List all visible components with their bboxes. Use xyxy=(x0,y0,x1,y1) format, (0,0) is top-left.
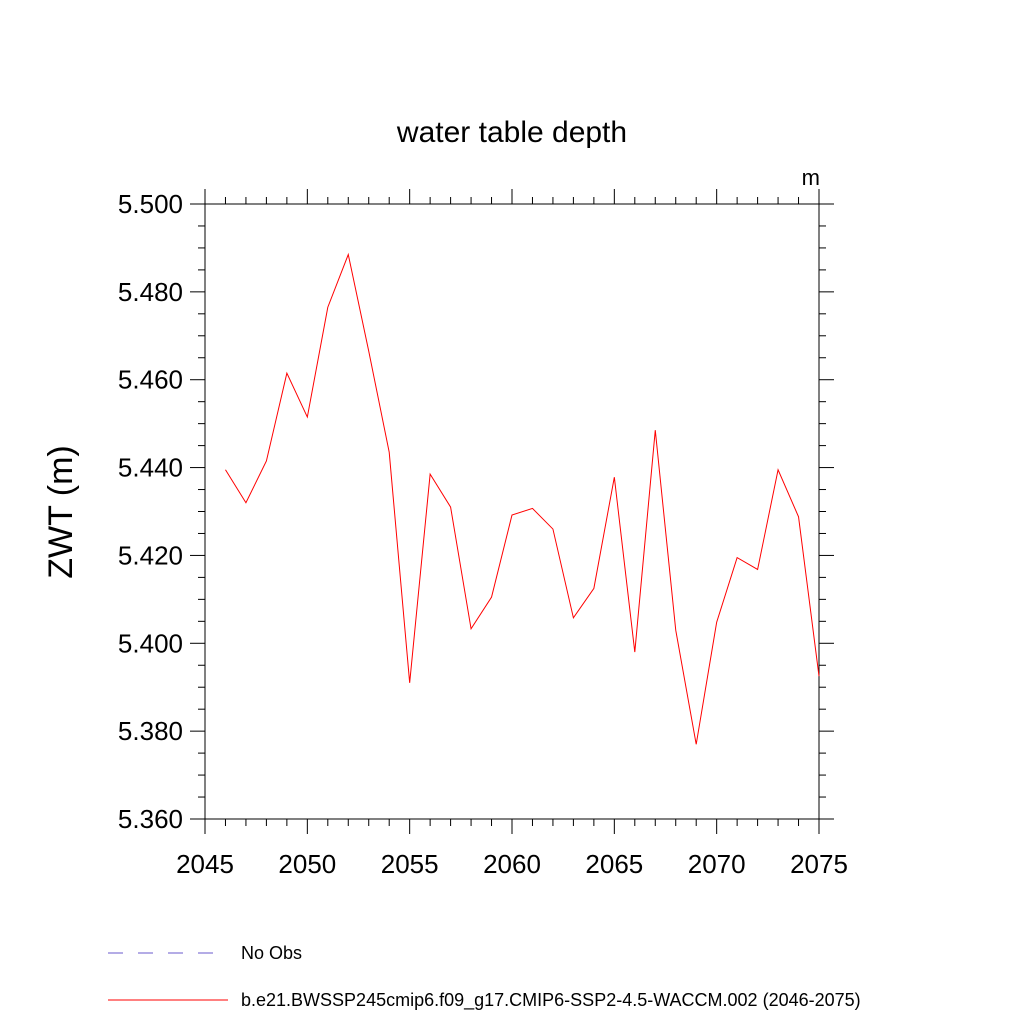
y-tick-label: 5.420 xyxy=(118,540,183,570)
legend-label-model-run: b.e21.BWSSP245cmip6.f09_g17.CMIP6-SSP2-4… xyxy=(241,990,861,1011)
chart-title: water table depth xyxy=(396,116,627,149)
y-axis-label: ZWT (m) xyxy=(42,445,80,578)
x-tick-label: 2045 xyxy=(176,849,234,879)
x-tick-label: 2075 xyxy=(790,849,848,879)
y-tick-label: 5.480 xyxy=(118,277,183,307)
x-tick-label: 2065 xyxy=(585,849,643,879)
x-tick-label: 2055 xyxy=(381,849,439,879)
y-tick-label: 5.500 xyxy=(118,189,183,219)
x-tick-label: 2060 xyxy=(483,849,541,879)
series-line-0 xyxy=(225,252,820,745)
x-tick-label: 2070 xyxy=(688,849,746,879)
y-tick-label: 5.380 xyxy=(118,716,183,746)
units-label: m xyxy=(802,165,820,190)
y-axis-ticks: 5.360 5.380 5.400 5.420 5.440 5.460 5.480 5.500 xyxy=(118,189,834,834)
y-tick-label: 5.460 xyxy=(118,365,183,395)
y-tick-label: 5.440 xyxy=(118,453,183,483)
plot-border xyxy=(204,203,820,820)
legend-label-no-obs: No Obs xyxy=(241,943,302,963)
y-tick-label: 5.360 xyxy=(118,804,183,834)
y-tick-label: 5.400 xyxy=(118,628,183,658)
x-axis-ticks: 2045 2050 2055 2060 2065 2070 2075 xyxy=(176,189,848,879)
x-tick-label: 2050 xyxy=(278,849,336,879)
legend: No Obs b.e21.BWSSP245cmip6.f09_g17.CMIP6… xyxy=(108,943,861,1011)
plot-frame xyxy=(204,203,820,820)
series-layer xyxy=(225,252,820,745)
